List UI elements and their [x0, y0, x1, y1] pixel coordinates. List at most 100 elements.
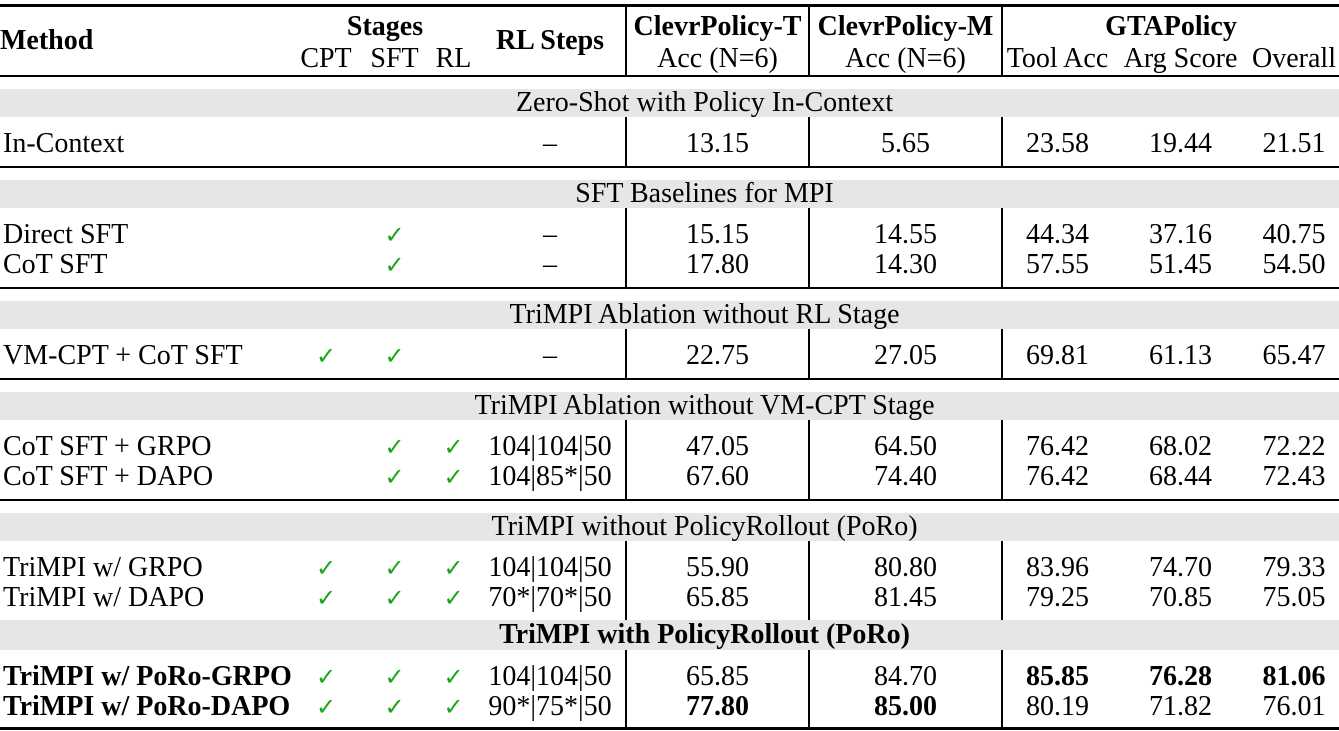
- spacer: [0, 289, 1339, 301]
- cell-tool-acc: 23.58: [1026, 128, 1090, 159]
- cell-clevrpolicy-m-acc: 64.50: [810, 420, 1004, 462]
- cell-stage-rl: ✓: [443, 584, 464, 612]
- section-header: SFT Baselines for MPI: [0, 180, 1339, 208]
- spacer: [0, 168, 1339, 180]
- cell-method: CoT SFT: [3, 250, 108, 280]
- cell-method: TriMPI w/ GRPO: [3, 552, 203, 583]
- cell-clevrpolicy-t-acc: 15.15: [627, 208, 811, 250]
- cell-stage-sft: ✓: [384, 342, 405, 370]
- section-header: TriMPI Ablation without VM-CPT Stage: [0, 392, 1339, 420]
- section-title: Zero-Shot with Policy In-Context: [0, 89, 1339, 117]
- cell-clevrpolicy-m-acc: 14.55: [810, 208, 1004, 250]
- cell-stage-cpt: ✓: [315, 693, 337, 721]
- cell-rl-steps: –: [475, 250, 628, 287]
- cell-stage-sft: ✓: [384, 433, 405, 461]
- cell-method: VM-CPT + CoT SFT: [3, 340, 243, 371]
- table-header: Method Stages RL Steps ClevrPolicy-T Cle…: [0, 7, 1339, 75]
- cell-overall: 72.43: [1262, 462, 1326, 492]
- cell-arg-score: 71.82: [1149, 692, 1213, 722]
- section-title: TriMPI without PolicyRollout (PoRo): [0, 513, 1339, 541]
- cell-rl-steps: 104|104|50: [475, 650, 628, 692]
- cell-method: CoT SFT + GRPO: [3, 431, 212, 462]
- cell-clevrpolicy-t-acc: 17.80: [627, 250, 811, 287]
- section-header: TriMPI without PolicyRollout (PoRo): [0, 513, 1339, 541]
- cell-rl-steps: 90*|75*|50: [475, 692, 628, 727]
- section-title: SFT Baselines for MPI: [0, 180, 1339, 208]
- cell-overall: 75.05: [1262, 583, 1326, 613]
- horizontal-rule: [0, 75, 1339, 77]
- cell-arg-score: 68.02: [1149, 431, 1213, 462]
- col-header-cpt: CPT: [300, 43, 352, 74]
- cell-overall: 72.22: [1262, 431, 1326, 462]
- cell-arg-score: 37.16: [1149, 219, 1213, 250]
- section-header: TriMPI Ablation without RL Stage: [0, 301, 1339, 329]
- cell-stage-sft: ✓: [384, 693, 405, 721]
- spacer: [0, 77, 1339, 89]
- cell-stage-cpt: [295, 420, 357, 462]
- cell-tool-acc: 44.34: [1026, 219, 1090, 250]
- cell-stage-cpt: [295, 250, 357, 287]
- cell-arg-score: 70.85: [1149, 583, 1213, 613]
- cell-rl-steps: –: [475, 117, 628, 166]
- cell-overall: 81.06: [1262, 661, 1326, 692]
- col-header-sft: SFT: [370, 43, 419, 74]
- cell-stage-sft: ✓: [384, 251, 405, 279]
- section-header: TriMPI with PolicyRollout (PoRo): [0, 620, 1339, 650]
- cell-overall: 54.50: [1262, 250, 1326, 280]
- cell-stage-cpt: [295, 117, 357, 166]
- cell-stage-cpt: ✓: [315, 342, 337, 370]
- cell-stage-rl: ✓: [443, 693, 464, 721]
- cell-clevrpolicy-m-acc: 74.40: [810, 462, 1004, 499]
- table-row: VM-CPT + CoT SFT ✓ ✓ – 22.75 27.05 69.81…: [0, 329, 1339, 378]
- cell-overall: 40.75: [1262, 219, 1326, 250]
- cell-stage-cpt: ✓: [315, 584, 337, 612]
- horizontal-rule: [0, 166, 1339, 168]
- cell-clevrpolicy-t-acc: 67.60: [627, 462, 811, 499]
- cell-tool-acc: 76.42: [1026, 462, 1090, 492]
- cell-clevrpolicy-m-acc: 27.05: [810, 329, 1004, 378]
- cell-stage-rl: [432, 250, 475, 287]
- section-title: TriMPI with PolicyRollout (PoRo): [0, 620, 1339, 650]
- cell-rl-steps: 104|104|50: [475, 541, 628, 583]
- table-row: TriMPI w/ PoRo-GRPO ✓ ✓ ✓ 104|104|50 65.…: [0, 650, 1339, 692]
- table-row: TriMPI w/ PoRo-DAPO ✓ ✓ ✓ 90*|75*|50 77.…: [0, 692, 1339, 727]
- cell-stage-sft: ✓: [384, 221, 405, 249]
- cell-clevrpolicy-m-acc: 81.45: [810, 583, 1004, 620]
- cell-clevrpolicy-m-acc: 14.30: [810, 250, 1004, 287]
- cell-stage-cpt: ✓: [315, 663, 337, 691]
- cell-stage-cpt: [295, 462, 357, 499]
- cell-tool-acc: 76.42: [1026, 431, 1090, 462]
- table-row: Direct SFT ✓ – 15.15 14.55 44.34 37.16 4…: [0, 208, 1339, 250]
- col-header-gtapolicy: GTAPolicy: [1105, 11, 1237, 42]
- cell-tool-acc: 69.81: [1026, 340, 1090, 371]
- col-header-rl-steps: RL Steps: [475, 7, 628, 75]
- cell-tool-acc: 79.25: [1026, 583, 1090, 613]
- table-row: In-Context – 13.15 5.65 23.58 19.44 21.5…: [0, 117, 1339, 166]
- cell-clevrpolicy-t-acc: 22.75: [627, 329, 811, 378]
- cell-overall: 79.33: [1262, 552, 1326, 583]
- cell-rl-steps: –: [475, 208, 628, 250]
- cell-rl-steps: –: [475, 329, 628, 378]
- spacer: [0, 380, 1339, 392]
- cell-stage-rl: [432, 208, 475, 250]
- horizontal-rule: [0, 287, 1339, 289]
- table-row: CoT SFT + DAPO ✓ ✓ 104|85*|50 67.60 74.4…: [0, 462, 1339, 499]
- cell-tool-acc: 83.96: [1026, 552, 1090, 583]
- cell-arg-score: 51.45: [1149, 250, 1213, 280]
- header-row-1: Method Stages RL Steps ClevrPolicy-T Cle…: [0, 7, 1339, 75]
- spacer: [0, 501, 1339, 513]
- table-row: CoT SFT ✓ – 17.80 14.30 57.55 51.45 54.5…: [0, 250, 1339, 287]
- cell-clevrpolicy-t-acc: 13.15: [627, 117, 811, 166]
- cell-rl-steps: 70*|70*|50: [475, 583, 628, 620]
- cell-method: TriMPI w/ PoRo-GRPO: [3, 661, 292, 692]
- section-title: TriMPI Ablation without VM-CPT Stage: [0, 392, 1339, 420]
- cell-clevrpolicy-m-acc: 85.00: [810, 692, 1004, 727]
- cell-stage-sft: ✓: [384, 463, 405, 491]
- col-header-stages: Stages: [346, 11, 424, 42]
- cell-method: TriMPI w/ PoRo-DAPO: [3, 692, 291, 722]
- cell-stage-rl: ✓: [443, 463, 464, 491]
- cell-stage-cpt: [295, 208, 357, 250]
- cell-clevrpolicy-t-acc: 65.85: [627, 650, 811, 692]
- cell-stage-rl: [432, 117, 475, 166]
